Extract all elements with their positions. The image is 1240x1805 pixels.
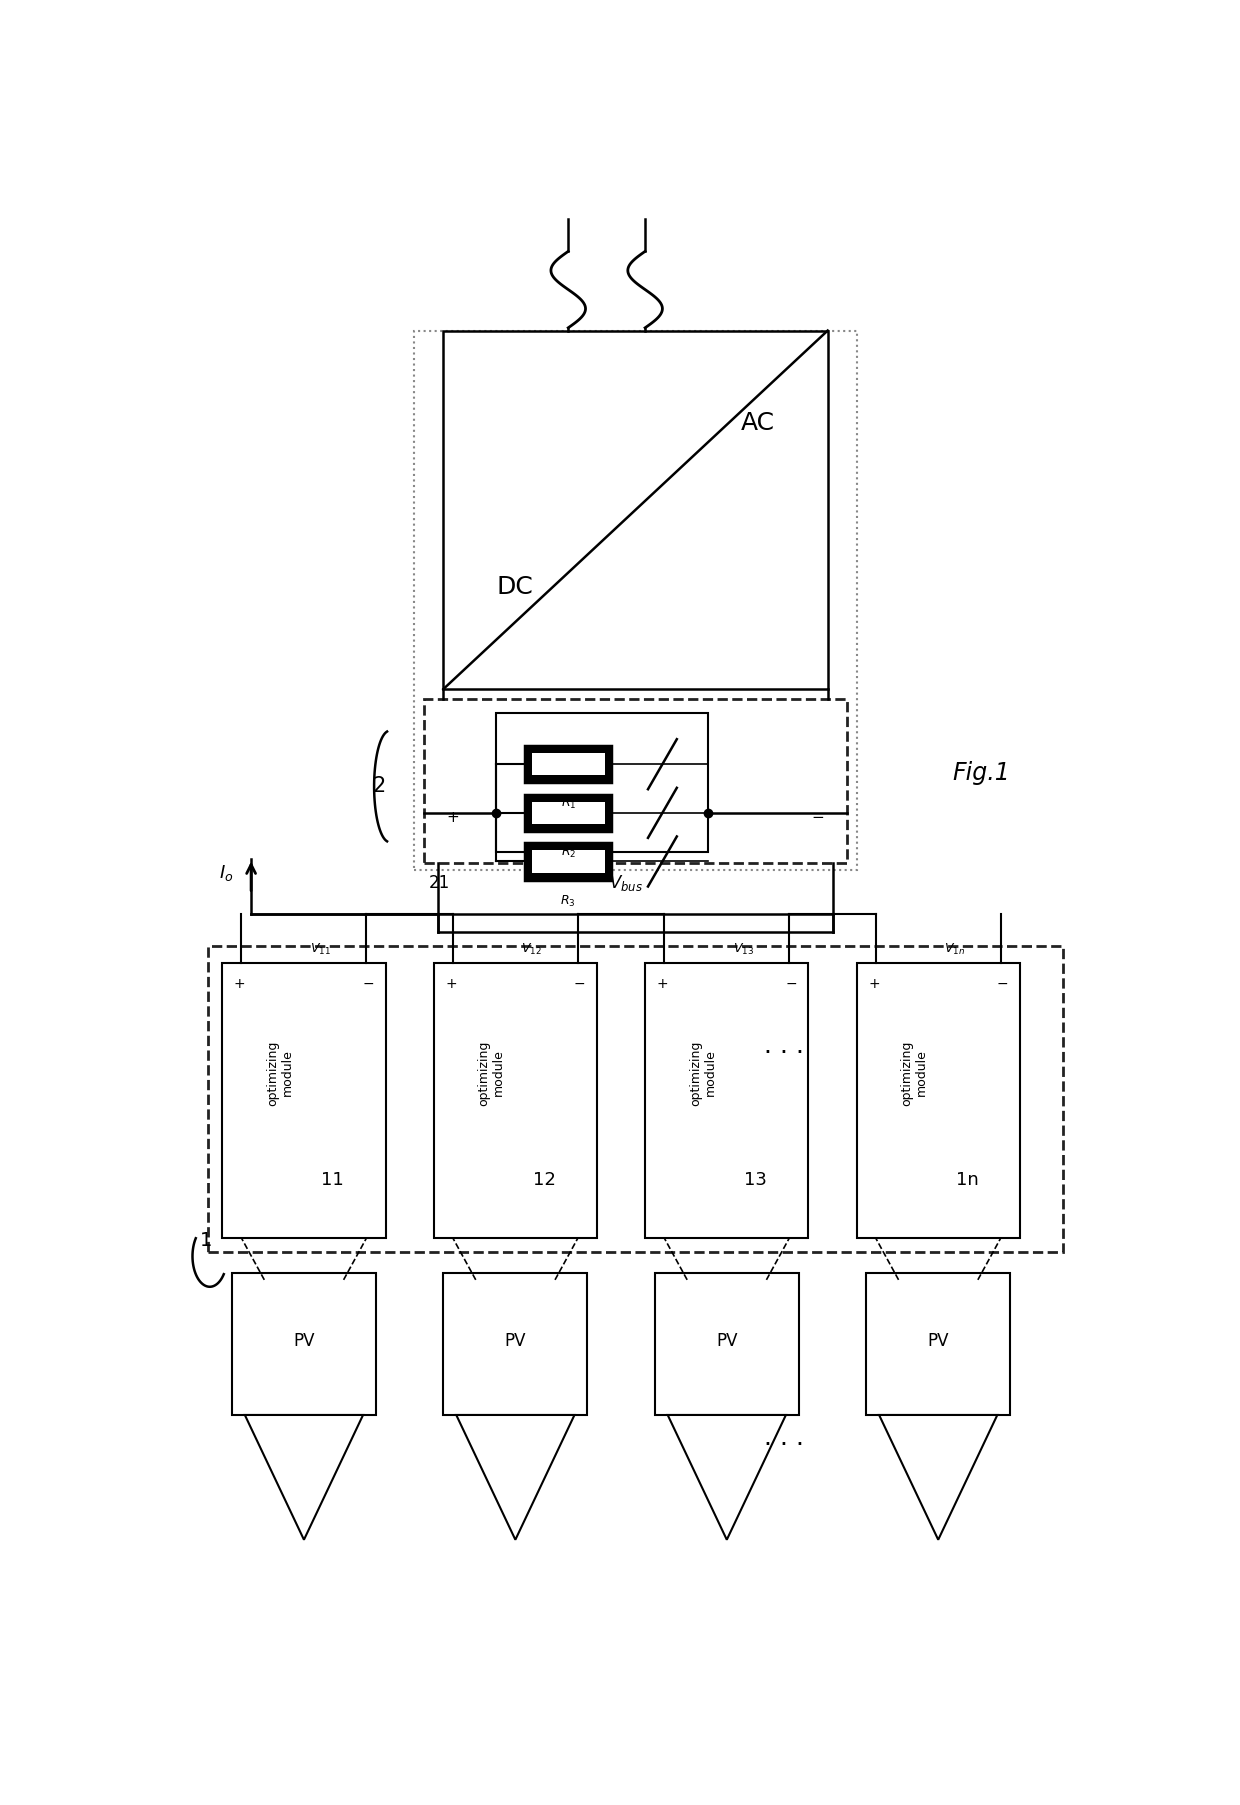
Text: PV: PV xyxy=(928,1332,949,1350)
Text: 2: 2 xyxy=(372,776,386,796)
Text: 12: 12 xyxy=(533,1171,556,1189)
Text: $I_o$: $I_o$ xyxy=(219,863,234,883)
Bar xyxy=(525,843,611,879)
Text: $R_2$: $R_2$ xyxy=(560,845,575,859)
Polygon shape xyxy=(667,1415,786,1540)
Text: 13: 13 xyxy=(744,1171,768,1189)
Text: $R_1$: $R_1$ xyxy=(560,796,575,810)
Bar xyxy=(208,946,1063,1253)
Text: −: − xyxy=(574,977,585,991)
Bar xyxy=(857,962,1019,1238)
Text: $R_3$: $R_3$ xyxy=(560,893,577,908)
Text: $V_{11}$: $V_{11}$ xyxy=(310,942,331,957)
Text: +: + xyxy=(445,977,456,991)
Bar xyxy=(444,1273,588,1415)
Bar xyxy=(222,962,386,1238)
Text: $V_{13}$: $V_{13}$ xyxy=(733,942,754,957)
Text: optimizing
module: optimizing module xyxy=(900,1040,929,1106)
Text: PV: PV xyxy=(715,1332,738,1350)
Text: −: − xyxy=(812,809,825,825)
Bar xyxy=(866,1273,1011,1415)
Text: Fig.1: Fig.1 xyxy=(952,760,1011,785)
Bar xyxy=(655,1273,799,1415)
Text: . . .: . . . xyxy=(764,1426,805,1449)
Polygon shape xyxy=(456,1415,574,1540)
Bar xyxy=(444,330,828,690)
Bar xyxy=(434,962,596,1238)
Bar xyxy=(532,753,605,776)
Text: $V_{1n}$: $V_{1n}$ xyxy=(944,942,965,957)
Bar xyxy=(525,745,611,782)
Text: +: + xyxy=(657,977,668,991)
Text: . . .: . . . xyxy=(764,1034,805,1058)
Text: AC: AC xyxy=(740,412,775,435)
Text: +: + xyxy=(234,977,246,991)
Bar xyxy=(645,962,808,1238)
Text: $V_{12}$: $V_{12}$ xyxy=(521,942,542,957)
Text: $V_{bus}$: $V_{bus}$ xyxy=(609,872,642,893)
Bar xyxy=(525,794,611,830)
Text: −: − xyxy=(997,977,1008,991)
Bar xyxy=(532,801,605,823)
Text: optimizing
module: optimizing module xyxy=(265,1040,294,1106)
Bar xyxy=(232,1273,376,1415)
Text: PV: PV xyxy=(293,1332,315,1350)
Polygon shape xyxy=(244,1415,363,1540)
Text: optimizing
module: optimizing module xyxy=(688,1040,717,1106)
Text: 1: 1 xyxy=(201,1231,213,1251)
Polygon shape xyxy=(879,1415,997,1540)
Bar xyxy=(496,713,708,852)
Text: +: + xyxy=(446,809,459,825)
Text: 11: 11 xyxy=(321,1171,345,1189)
Text: optimizing
module: optimizing module xyxy=(477,1040,506,1106)
Text: −: − xyxy=(362,977,374,991)
Bar xyxy=(424,699,847,863)
Text: 21: 21 xyxy=(429,874,450,892)
Text: PV: PV xyxy=(505,1332,526,1350)
Text: −: − xyxy=(785,977,797,991)
Bar xyxy=(414,330,857,870)
Text: 1n: 1n xyxy=(956,1171,978,1189)
Bar xyxy=(532,850,605,872)
Text: DC: DC xyxy=(496,574,533,599)
Text: +: + xyxy=(868,977,879,991)
